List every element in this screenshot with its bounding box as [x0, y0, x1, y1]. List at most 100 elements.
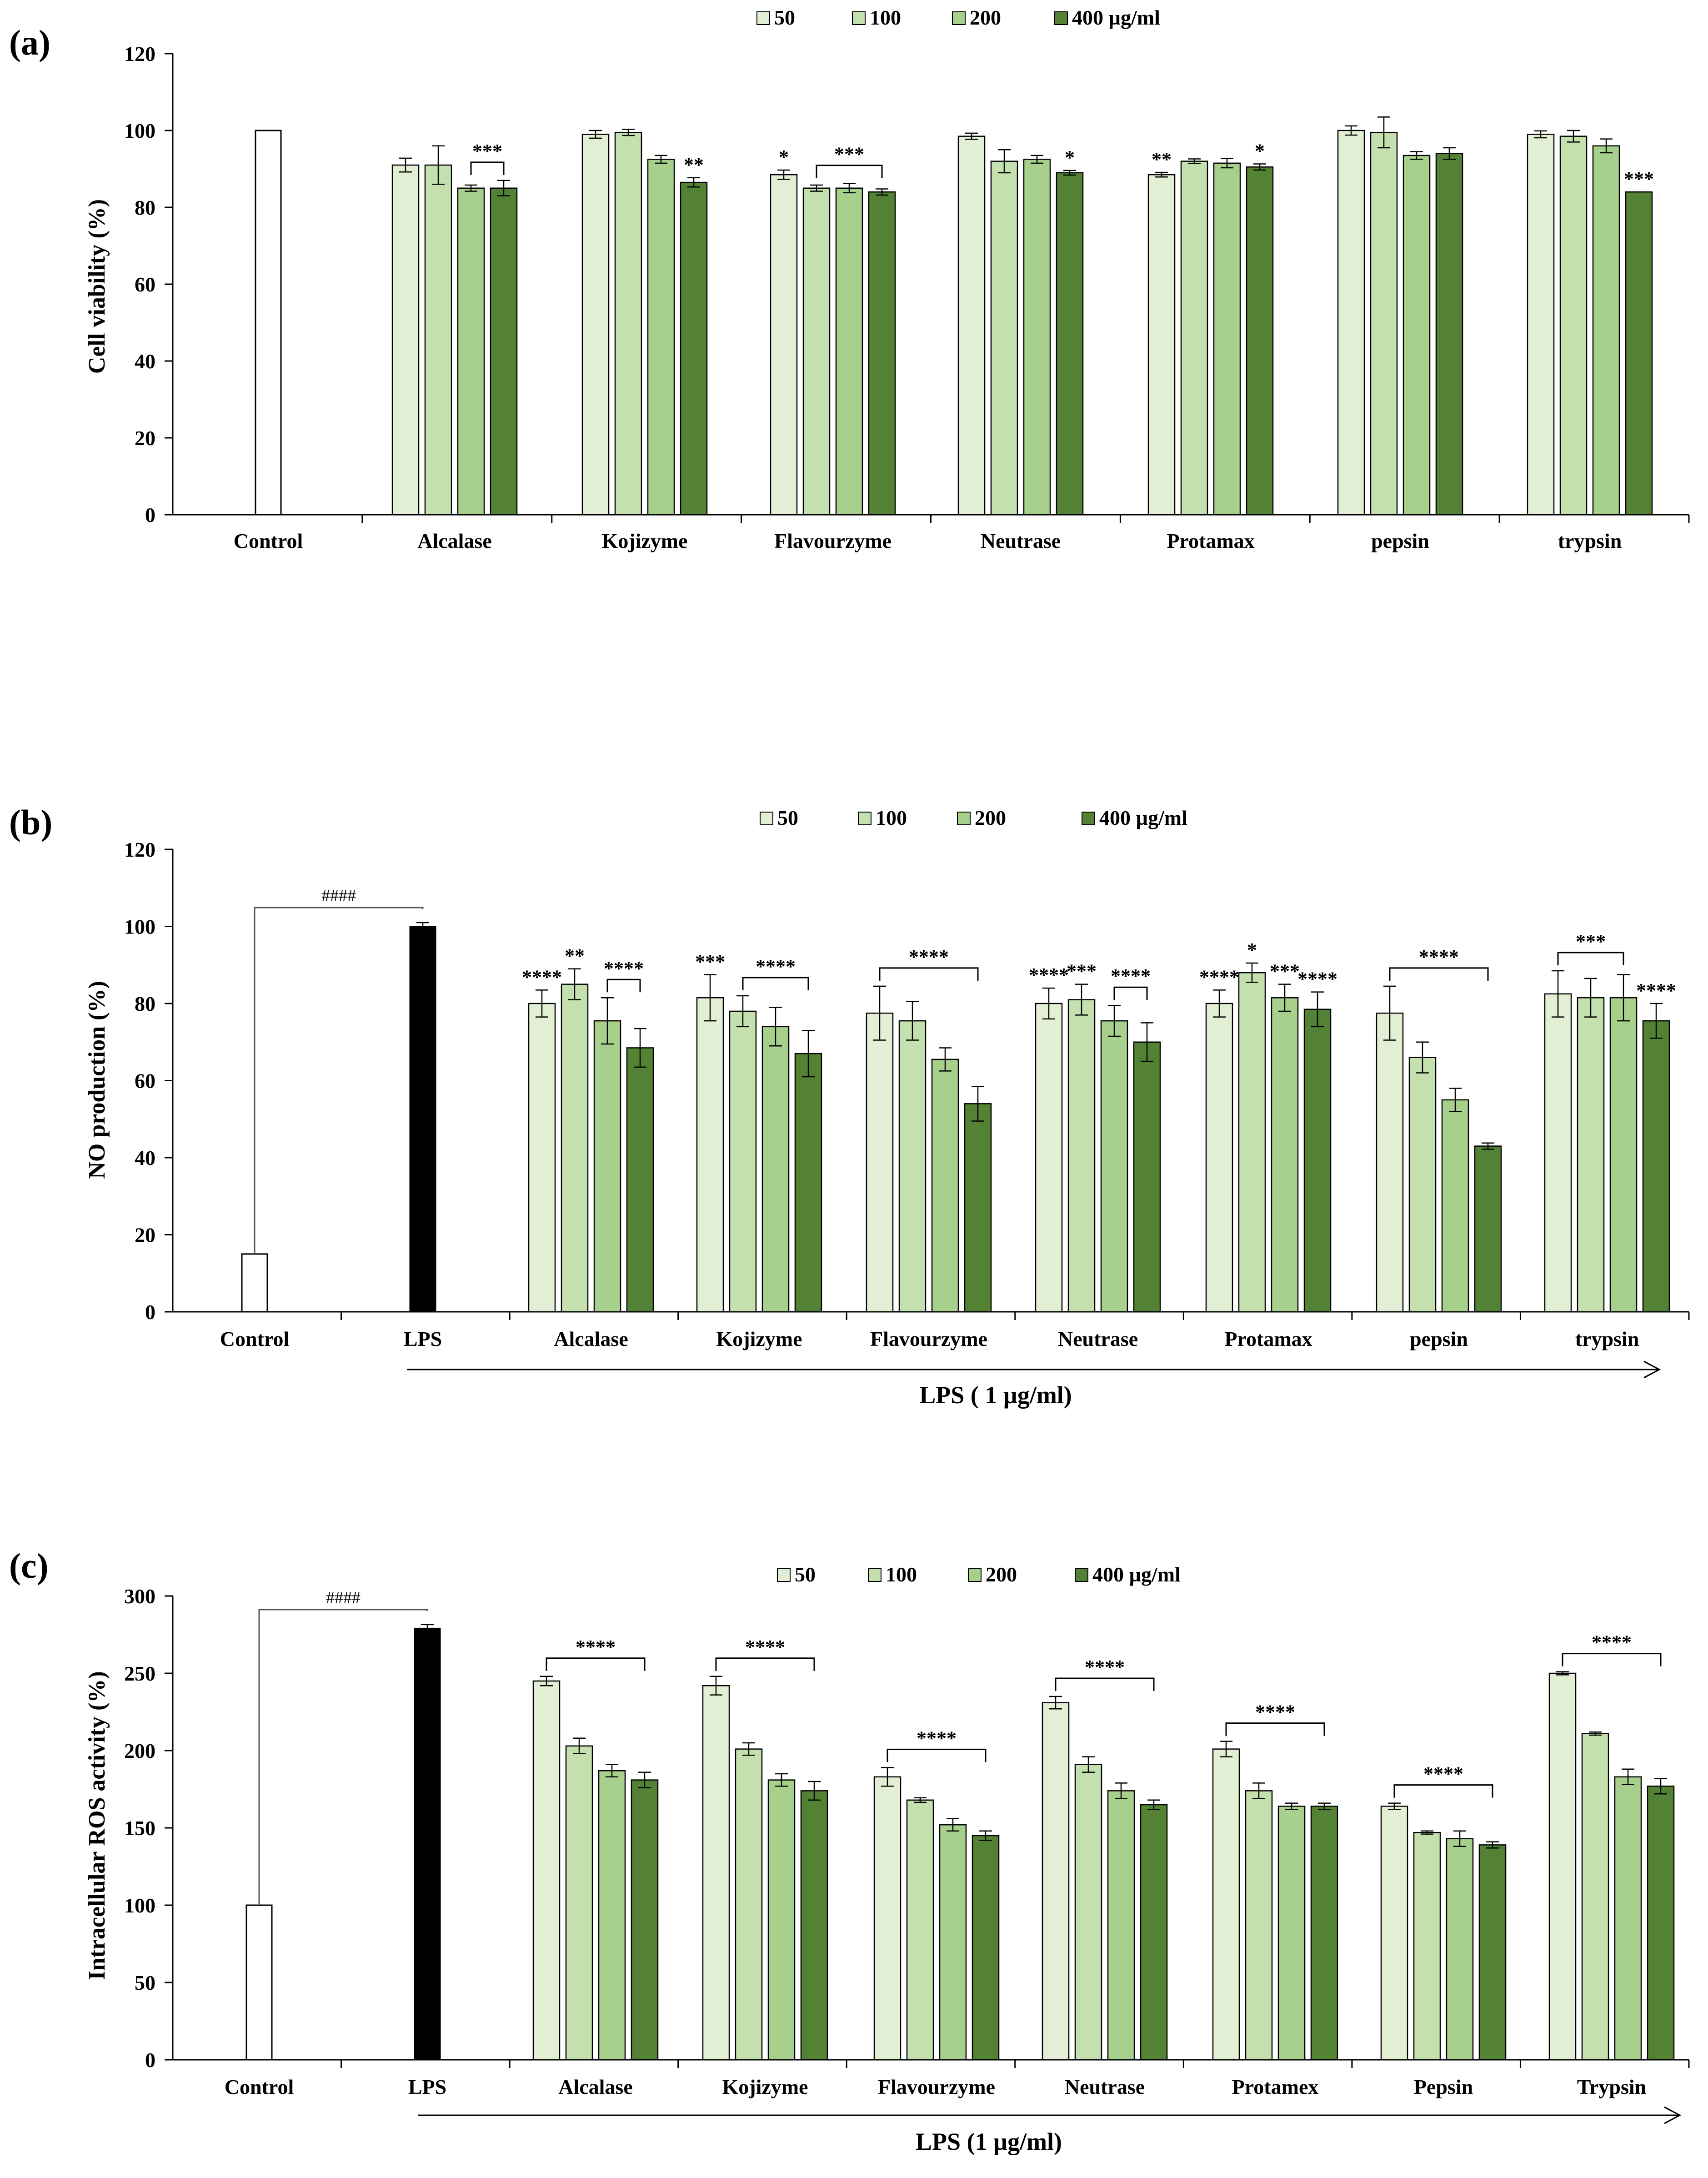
bar — [1074, 1764, 1102, 2061]
significance-label: **** — [1297, 968, 1337, 990]
bar — [1213, 162, 1241, 516]
significance-bracket — [254, 907, 424, 1254]
bar — [1527, 134, 1555, 516]
bar — [528, 1003, 556, 1313]
bar — [1067, 999, 1096, 1313]
legend-entry: 400 µg/ml — [1092, 1563, 1181, 1586]
x-tick-label: Kojizyme — [601, 529, 687, 552]
bar — [802, 187, 831, 516]
significance-bracket — [1389, 967, 1489, 981]
bar — [626, 1047, 654, 1313]
y-tick-label: 200 — [124, 1739, 155, 1762]
bar — [457, 187, 485, 516]
significance-bracket — [887, 1748, 987, 1762]
bar — [598, 1770, 626, 2061]
bar — [898, 1020, 927, 1313]
bar — [729, 1010, 757, 1313]
bar — [1107, 1790, 1135, 2061]
bar — [1238, 972, 1266, 1313]
legend-swatch — [777, 1568, 791, 1582]
significance-bracket — [606, 979, 641, 993]
bar — [1337, 130, 1365, 516]
legend-swatch — [1075, 1568, 1088, 1582]
bar — [1548, 1672, 1577, 2061]
significance-label: **** — [917, 1727, 957, 1749]
y-tick-label: 80 — [135, 992, 155, 1015]
panel-label-c: (c) — [9, 1546, 49, 1586]
significance-label: **** — [522, 966, 562, 988]
significance-label: *** — [1067, 960, 1097, 983]
bar — [868, 191, 896, 516]
lps-arrow-head — [1664, 2106, 1682, 2124]
significance-bracket — [816, 165, 883, 178]
legend-entry: 200 — [970, 6, 1001, 29]
significance-label: **** — [1085, 1656, 1125, 1678]
legend-entry: 100 — [886, 1563, 917, 1586]
y-tick-label: 300 — [124, 1585, 155, 1608]
significance-bracket — [1393, 1784, 1493, 1798]
y-tick-label: 80 — [135, 196, 155, 219]
significance-bracket — [258, 1609, 428, 1905]
significance-label: * — [779, 146, 789, 168]
significance-label: ** — [1152, 148, 1172, 171]
bar — [1133, 1041, 1161, 1313]
bar — [581, 134, 610, 516]
bar — [1376, 1012, 1404, 1313]
significance-label: **** — [745, 1636, 785, 1658]
bar — [1245, 1790, 1273, 2061]
significance-label: *** — [472, 140, 502, 162]
bar — [561, 984, 589, 1313]
significance-label: *** — [1270, 960, 1300, 983]
legend-entry: 50 — [777, 806, 798, 829]
significance-bracket — [1557, 952, 1624, 965]
bar — [532, 1680, 561, 2061]
bar — [767, 1779, 796, 2061]
bar — [1056, 172, 1084, 516]
bar — [1205, 1003, 1233, 1313]
y-tick-label: 100 — [124, 1894, 155, 1917]
y-tick-label: 0 — [145, 1300, 155, 1324]
y-tick-label: 60 — [135, 273, 155, 296]
x-tick-label: Alcalase — [558, 2075, 633, 2098]
significance-label: **** — [1199, 966, 1239, 988]
bar — [1441, 1099, 1469, 1313]
bar — [1246, 166, 1274, 516]
bar — [866, 1012, 894, 1313]
x-tick-label: Control — [225, 2075, 294, 2098]
bar — [1147, 174, 1176, 516]
significance-label: #### — [321, 886, 356, 905]
x-axis-label-c: LPS (1 µg/ml) — [916, 2128, 1062, 2155]
bar — [972, 1835, 1000, 2061]
x-tick-label: Flavourzyme — [878, 2075, 995, 2098]
x-tick-label: LPS — [404, 1327, 442, 1350]
bar — [565, 1745, 593, 2061]
bar — [770, 174, 798, 516]
legend-entry: 200 — [986, 1563, 1017, 1586]
bar — [1271, 997, 1299, 1313]
legend-swatch — [952, 11, 966, 25]
bar — [873, 1776, 902, 2061]
bar — [906, 1799, 934, 2061]
bar — [702, 1685, 730, 2061]
y-tick-label: 250 — [124, 1662, 155, 1685]
bar — [1413, 1832, 1441, 2061]
x-tick-label: Kojizyme — [722, 2075, 808, 2098]
significance-label: ** — [565, 945, 585, 967]
bar — [614, 131, 642, 516]
y-tick-label: 40 — [135, 1146, 155, 1169]
lps-arrow-head — [1643, 1360, 1661, 1379]
bar — [1559, 135, 1588, 516]
legend-entry: 100 — [876, 806, 907, 829]
y-tick-label: 20 — [135, 427, 155, 450]
bar — [1380, 1806, 1408, 2061]
significance-label: **** — [1029, 964, 1069, 986]
significance-bracket — [546, 1657, 646, 1671]
bar — [1408, 1057, 1437, 1313]
bar — [1474, 1145, 1502, 1313]
y-axis-label-c: Intracellular ROS activity (%) — [84, 1671, 110, 1980]
bar — [1614, 1776, 1642, 2061]
significance-bracket — [1055, 1677, 1155, 1691]
bar — [735, 1748, 763, 2061]
legend-entry: 50 — [795, 1563, 816, 1586]
